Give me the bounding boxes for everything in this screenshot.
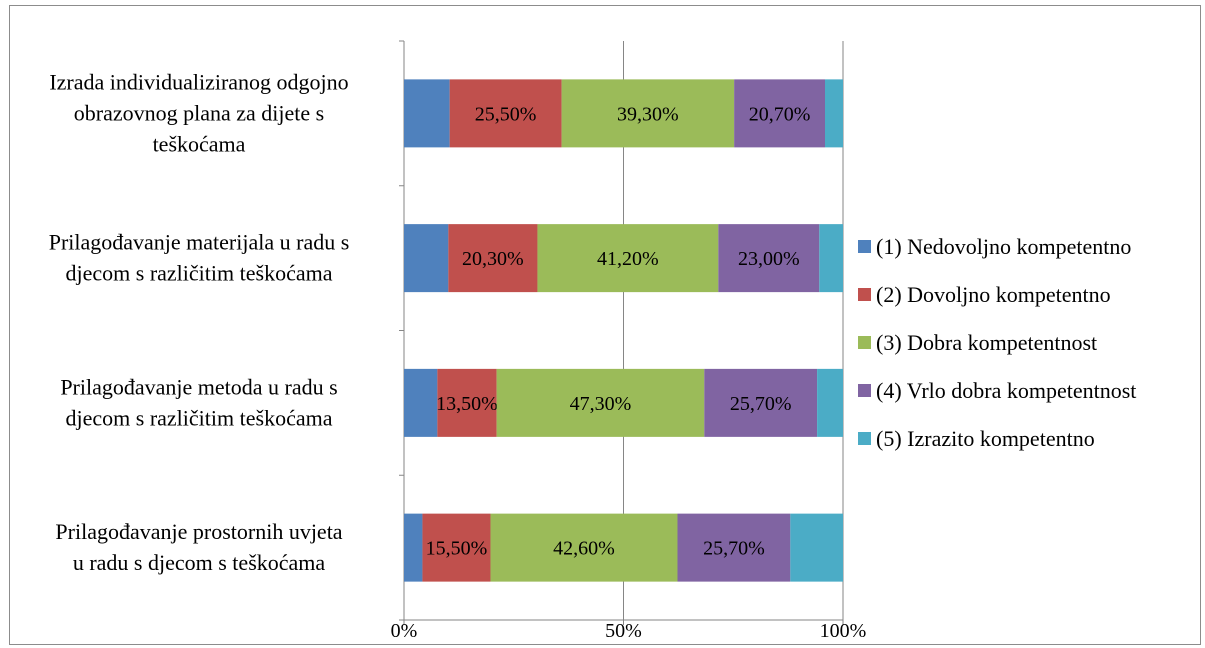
bar-segment (404, 513, 423, 582)
x-tick-label: 100% (820, 620, 867, 642)
legend-label: (5) Izrazito kompetentno (876, 426, 1095, 451)
bar-segment (449, 79, 562, 148)
legend-label: (4) Vrlo dobra kompetentnost (876, 378, 1136, 403)
bar-segment (404, 79, 450, 148)
x-tick-label: 0% (391, 620, 418, 642)
y-category-label-line: Prilagođavanje prostornih uvjeta (55, 519, 342, 544)
bar-segment (404, 224, 449, 293)
legend-label: (3) Dobra kompetentnost (876, 330, 1097, 355)
data-label: 20,30% (462, 248, 524, 270)
bar-segment (790, 513, 843, 582)
bar-segment (677, 513, 791, 582)
bar-segment (734, 79, 826, 148)
bar-segment (704, 368, 818, 437)
data-label: 23,00% (738, 248, 800, 270)
bar-segment (422, 513, 491, 582)
y-category-label: Prilagođavanje metoda u radu s djecom s r… (60, 374, 337, 430)
data-label: 25,70% (703, 538, 765, 560)
bar-segment (825, 79, 843, 148)
y-category-label: Prilagođavanje materijala u radu s djecom… (49, 230, 350, 286)
y-category-label: Prilagođavanje prostornih uvjeta u radu s… (55, 519, 342, 575)
y-category-label-line: u radu s djecom s teškoćama (73, 550, 326, 575)
legend-swatch (858, 240, 871, 253)
bar-segment (490, 513, 678, 582)
bar-segment (404, 368, 438, 437)
bar-segment (437, 368, 497, 437)
data-label: 47,30% (570, 393, 632, 415)
data-label: 42,60% (553, 538, 615, 560)
bar-segment (537, 224, 719, 293)
data-label: 13,50% (436, 393, 498, 415)
y-category-label-line: Prilagođavanje materijala u radu s (49, 230, 350, 255)
data-label: 15,50% (426, 538, 488, 560)
y-category-label-line: Izrada individualiziranog odgojno (49, 69, 348, 94)
data-label: 39,30% (617, 103, 679, 125)
legend-label: (1) Nedovoljno kompetentno (876, 234, 1131, 259)
legend-swatch (858, 288, 871, 301)
y-category-label-line: obrazovnog plana za dijete s (74, 100, 324, 125)
bar-segment (496, 368, 705, 437)
bar-segment (448, 224, 538, 293)
legend-swatch (858, 432, 871, 445)
data-label: 25,70% (730, 393, 792, 415)
x-tick-label: 50% (605, 620, 642, 642)
y-category-label-line: teškoćama (153, 131, 246, 156)
legend-swatch (858, 384, 871, 397)
bar-segment (718, 224, 820, 293)
y-category-label-line: djecom s različitim teškoćama (66, 261, 333, 286)
y-category-label-line: djecom s različitim teškoćama (66, 405, 333, 430)
legend-swatch (858, 336, 871, 349)
bar-segment (819, 224, 843, 293)
y-category-label-line: Prilagođavanje metoda u radu s (60, 374, 337, 399)
data-label: 25,50% (475, 103, 537, 125)
data-label: 20,70% (749, 103, 811, 125)
y-category-label: Izrada individualiziranog odgojno obrazov… (49, 69, 348, 156)
bar-segment (817, 368, 843, 437)
legend-label: (2) Dovoljno kompetentno (876, 282, 1111, 307)
data-label: 41,20% (597, 248, 659, 270)
bar-segment (561, 79, 735, 148)
